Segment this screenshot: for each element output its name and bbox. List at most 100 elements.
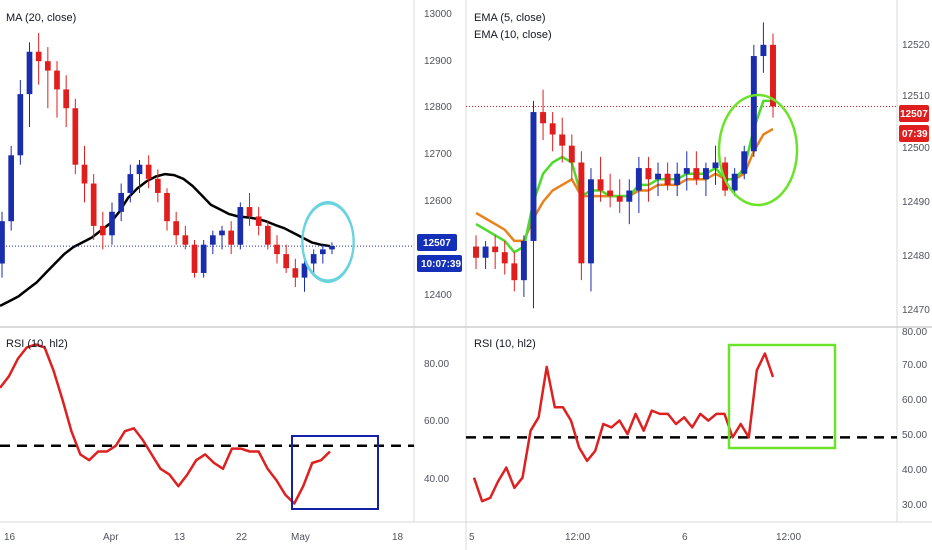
left-candle-body [209,235,216,245]
left-candle-body [255,216,262,226]
left-candle-body [329,246,335,250]
right-rsi-tick: 30.00 [902,500,927,511]
right-rsi-tick: 70.00 [902,360,927,371]
left-date-tick: 22 [236,532,248,543]
left-date-tick: 13 [174,532,186,543]
left-price-tick: 12400 [424,290,452,301]
left-date-tick: 16 [4,532,16,543]
left-candle-body [26,51,33,95]
left-candle-body [191,244,198,273]
right-candle-body [530,112,537,241]
right-candle-body [712,162,719,169]
right-candle-body [568,145,575,163]
right-candle-body [635,168,642,191]
left-candle-body [81,164,88,184]
left-candle-body [164,192,170,222]
left-last-price-text: 12507 [423,238,451,249]
left-date-tick: Apr [103,532,119,543]
left-rsi-tick: 80.00 [424,359,449,370]
left-candle-body [118,192,125,212]
right-candle-body [645,168,652,180]
left-last-price-tag [417,234,457,251]
left-countdown-tag [417,255,462,272]
left-candle-body [154,178,161,193]
left-ma-label: MA (20, close) [6,12,76,24]
left-candle-body [99,225,106,236]
left-rsi-label: RSI (10, hl2) [6,338,68,350]
right-rsi-label: RSI (10, hl2) [474,338,536,350]
right-candle-body [597,179,604,191]
right-candle-body [693,168,700,180]
right-ema-label-1: EMA (5, close) [474,12,546,24]
left-candle-body [310,254,317,264]
left-candle-body [136,164,143,175]
right-price-tick: 12490 [902,197,930,208]
right-rsi-line [472,352,775,503]
right-rsi-tick: 50.00 [902,430,927,441]
right-countdown-tag [899,125,929,142]
left-candle-body [173,221,180,236]
right-candle-body [616,196,623,202]
left-price-tick: 12600 [424,196,452,207]
left-candle-body [54,70,60,90]
left-price-panel [0,32,414,308]
left-candle-body [301,263,308,278]
left-candle-body [63,89,70,109]
right-candle-body [655,173,662,180]
left-candle-body [8,155,15,222]
left-date-tick: May [291,532,310,543]
left-price-tick: 12900 [424,56,452,67]
right-date-tick: 12:00 [776,532,801,543]
left-candle-body [44,61,51,71]
right-candle-body [741,151,748,174]
left-candle-body [109,211,115,236]
left-cyan-circle [301,201,355,283]
left-price-tick: 12700 [424,149,452,160]
left-price-tick: 12800 [424,102,452,113]
left-candle-body [182,235,189,245]
right-candle-body [770,44,776,107]
right-candle-body [587,179,594,264]
right-candle-body [540,112,547,124]
left-date-tick: 18 [392,532,404,543]
right-candle-body [664,173,671,185]
left-candle-body [219,230,225,236]
right-green-ellipse [717,93,799,207]
right-countdown-text: 07:39 [902,129,928,140]
right-last-price-text: 12507 [900,109,928,120]
left-candle-body [90,183,97,226]
right-candle-body [578,162,585,264]
left-candle-body [145,164,152,179]
left-candle-body [17,94,24,156]
right-candle-body [760,44,767,57]
right-candle-body [492,246,499,253]
right-candle-body [511,263,518,281]
left-candle-body [127,174,134,193]
left-rsi-tick: 40.00 [424,474,449,485]
right-rsi-panel [466,352,897,503]
left-candle-body [228,230,235,245]
right-candle-body [750,56,757,152]
right-candle-body [520,240,527,281]
right-candle-body [607,190,614,197]
right-price-tick: 12480 [902,251,930,262]
right-price-tick: 12470 [902,305,930,316]
right-date-tick: 12:00 [565,532,590,543]
right-ema-label-2: EMA (10, close) [474,29,552,41]
left-candle-body [237,207,244,245]
left-candle-body [200,244,207,273]
left-sma-line [0,172,331,308]
left-blue-box [291,435,379,510]
right-candle-body [559,134,566,146]
left-rsi-panel [0,343,414,505]
right-candle-body [683,168,690,174]
right-candle-body [626,190,633,202]
right-candle-body [731,173,738,191]
left-candle-body [246,207,253,217]
right-price-panel [466,22,897,309]
left-candle-body [283,254,290,269]
left-candle-body [264,225,271,245]
right-candle-body [549,123,556,135]
left-candle-body [292,268,299,278]
